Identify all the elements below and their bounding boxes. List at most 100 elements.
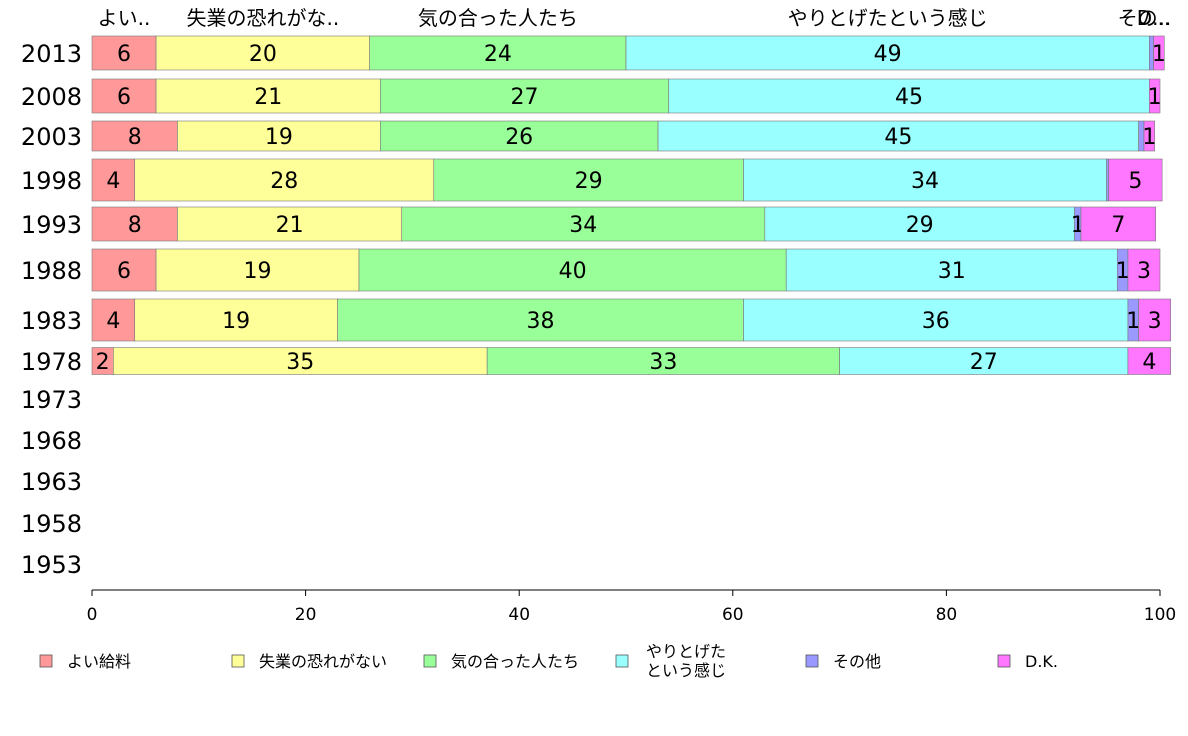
- column-header: よい..: [98, 6, 151, 30]
- segment-value-label: 28: [270, 169, 298, 194]
- segment-value-label: 34: [911, 169, 939, 194]
- bar-segment: [839, 347, 1129, 375]
- legend-label: 気の合った人たち: [451, 652, 579, 671]
- segment-value-label: 7: [1111, 213, 1125, 238]
- segment-value-label: 1: [1152, 42, 1166, 67]
- y-tick-label: 2003: [21, 123, 82, 151]
- legend-swatch: [997, 654, 1011, 668]
- column-header: 失業の恐れがな..: [187, 6, 340, 30]
- bar-segment: [337, 298, 744, 342]
- y-tick-label: 2013: [21, 40, 82, 68]
- legend-label: よい給料: [67, 652, 131, 671]
- x-tick-label: 20: [295, 605, 317, 625]
- x-tick-label: 40: [508, 605, 530, 625]
- bar-segment: [764, 206, 1075, 242]
- bar-segment: [369, 35, 627, 71]
- segment-value-label: 5: [1128, 169, 1142, 194]
- bar-segment: [380, 78, 670, 114]
- segment-value-label: 27: [511, 85, 539, 110]
- segment-value-label: 31: [938, 259, 966, 284]
- segment-value-label: 4: [106, 309, 120, 334]
- segment-value-label: 24: [484, 42, 512, 67]
- y-tick-label: 1958: [21, 510, 82, 538]
- column-header: やりとげたという感じ: [788, 6, 988, 30]
- legend-swatch: [423, 654, 437, 668]
- column-header: 気の合った人たち: [418, 6, 578, 30]
- segment-value-label: 2: [96, 350, 110, 375]
- y-tick-label: 1993: [21, 211, 82, 239]
- legend-label: やりとげた: [646, 642, 726, 661]
- segment-value-label: 40: [559, 259, 587, 284]
- segment-value-label: 6: [117, 85, 131, 110]
- segment-value-label: 4: [1142, 350, 1156, 375]
- bar-segment: [1149, 78, 1161, 114]
- segment-value-label: 1: [1116, 259, 1130, 284]
- segment-value-label: 3: [1137, 259, 1151, 284]
- y-tick-label: 2008: [21, 83, 82, 111]
- segment-value-label: 6: [117, 42, 131, 67]
- y-tick-label: 1973: [21, 386, 82, 414]
- bar-segment: [155, 35, 370, 71]
- segment-value-label: 21: [254, 85, 282, 110]
- bar-segment: [91, 206, 178, 242]
- bar-segment: [155, 78, 381, 114]
- segment-value-label: 1: [1126, 309, 1140, 334]
- x-tick-label: 100: [1144, 605, 1176, 625]
- y-tick-label: 1998: [21, 167, 82, 195]
- legend-swatch: [231, 654, 245, 668]
- y-tick-label: 1963: [21, 468, 82, 496]
- bar-segment: [91, 120, 178, 152]
- bar-segment: [134, 298, 338, 342]
- segment-value-label: 8: [128, 213, 142, 238]
- bar-segment: [177, 120, 381, 152]
- bar-segment: [1108, 158, 1163, 202]
- segment-value-label: 49: [874, 42, 902, 67]
- legend-label: D.K.: [1025, 652, 1058, 671]
- x-tick-label: 0: [87, 605, 98, 625]
- bar-segment: [625, 35, 1150, 71]
- segment-value-label: 36: [922, 309, 950, 334]
- legend-swatch: [615, 654, 629, 668]
- bar-segment: [1106, 158, 1110, 202]
- segment-value-label: 6: [117, 259, 131, 284]
- bar-segment: [433, 158, 744, 202]
- column-header: D...: [1137, 6, 1171, 30]
- y-tick-label: 1988: [21, 257, 82, 285]
- segment-value-label: 26: [505, 125, 533, 150]
- segment-value-label: 29: [906, 213, 934, 238]
- bar-segment: [743, 298, 1129, 342]
- segment-value-label: 27: [970, 350, 998, 375]
- bar-segment: [668, 78, 1150, 114]
- bar-segment: [113, 347, 488, 375]
- segment-value-label: 45: [895, 85, 923, 110]
- legend-swatch: [805, 654, 819, 668]
- bar-segment: [1138, 298, 1171, 342]
- x-tick-label: 80: [936, 605, 958, 625]
- bar-segment: [91, 248, 157, 292]
- y-tick-label: 1978: [21, 348, 82, 376]
- segment-value-label: 34: [569, 213, 597, 238]
- segment-value-label: 20: [249, 42, 277, 67]
- segment-value-label: 19: [222, 309, 250, 334]
- segment-value-label: 45: [884, 125, 912, 150]
- segment-value-label: 19: [244, 259, 272, 284]
- segment-value-label: 29: [575, 169, 603, 194]
- x-tick-label: 60: [722, 605, 744, 625]
- bar-segment: [1080, 206, 1157, 242]
- segment-value-label: 3: [1148, 309, 1162, 334]
- legend-swatch: [39, 654, 53, 668]
- segment-value-label: 33: [649, 350, 677, 375]
- bar-segment: [177, 206, 403, 242]
- y-tick-label: 1983: [21, 307, 82, 335]
- segment-value-label: 21: [276, 213, 304, 238]
- segment-value-label: 35: [286, 350, 314, 375]
- segment-value-label: 1: [1142, 125, 1156, 150]
- bar-segment: [91, 78, 157, 114]
- segment-value-label: 19: [265, 125, 293, 150]
- segment-value-label: 38: [527, 309, 555, 334]
- bar-segment: [1127, 347, 1171, 375]
- bar-segment: [401, 206, 766, 242]
- legend-label: 失業の恐れがない: [259, 652, 387, 671]
- segment-value-label: 1: [1148, 85, 1162, 110]
